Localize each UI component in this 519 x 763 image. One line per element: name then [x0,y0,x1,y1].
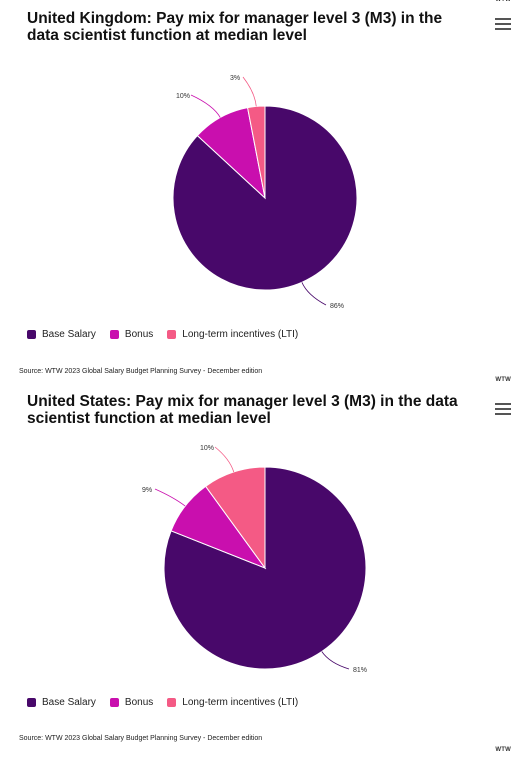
pie-chart-uk: 86% 10% 3% [172,75,358,310]
pie-chart-us: 81% 9% 10% [142,445,367,674]
data-label: 10% [176,93,190,100]
legend-swatch-bonus [109,698,119,707]
hamburger-menu-icon[interactable] [495,18,511,31]
data-label: 81% [353,667,367,674]
legend-label: Long-term incentives (LTI) [182,329,299,340]
chart-title: United Kingdom: Pay mix for manager leve… [27,10,443,44]
legend-swatch-lti [167,330,177,339]
leader-line [154,488,186,507]
legend-label: Bonus [124,697,154,708]
legend-item-lti[interactable]: Long-term incentives (LTI) [167,329,298,340]
chart-panel-us: WTW United States: Pay mix for manager l… [0,377,519,763]
legend-label: Base Salary [42,329,96,340]
legend-label: Long-term incentives (LTI) [182,697,299,708]
legend: Base Salary Bonus Long-term incentives (… [27,697,298,708]
legend-item-lti[interactable]: Long-term incentives (LTI) [167,697,298,708]
wtw-credit: WTW [495,377,511,383]
leader-line [321,651,350,670]
pie-slice-lti[interactable] [247,105,266,199]
legend-swatch-bonus [109,330,119,339]
legend-item-bonus[interactable]: Bonus [109,697,154,708]
legend-swatch-base [27,698,36,707]
leader-line [190,94,221,118]
legend-swatch-lti [167,698,177,707]
wtw-credit: WTW [495,0,511,3]
chart-panel-uk: WTW United Kingdom: Pay mix for manager … [0,0,519,381]
legend-item-base-salary[interactable]: Base Salary [27,697,96,708]
legend-swatch-base [27,330,36,339]
source-note: Source: WTW 2023 Global Salary Budget Pl… [19,735,263,742]
data-label: 3% [230,75,240,82]
legend-item-bonus[interactable]: Bonus [109,329,154,340]
legend-label: Base Salary [42,697,96,708]
hamburger-menu-icon[interactable] [495,403,511,416]
source-note: Source: WTW 2023 Global Salary Budget Pl… [19,368,263,375]
legend-item-base-salary[interactable]: Base Salary [27,329,96,340]
legend: Base Salary Bonus Long-term incentives (… [27,329,298,340]
leader-line [301,282,327,306]
legend-label: Bonus [124,329,154,340]
wtw-credit-bottom: WTW [495,747,511,753]
data-label: 10% [200,445,214,452]
data-label: 86% [330,303,344,310]
chart-title: United States: Pay mix for manager level… [27,393,458,427]
leader-line [242,76,257,107]
leader-line [214,446,235,473]
data-label: 9% [142,487,152,494]
